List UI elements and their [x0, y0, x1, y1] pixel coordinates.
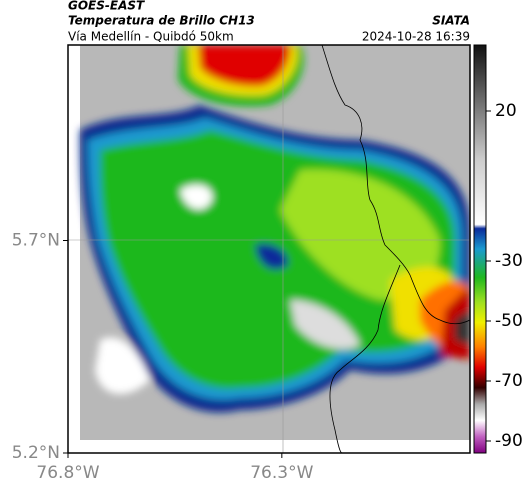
colorbar-tick-label: -70 [495, 371, 523, 391]
colorbar-tick-label: -50 [495, 311, 523, 331]
region: Vía Medellín - Quibdó 50km [68, 30, 234, 44]
subtitle: Temperatura de Brillo CH13 [68, 14, 255, 28]
title: GOES-EAST [68, 0, 145, 13]
source: SIATA [432, 14, 470, 28]
x-tick-label: 76.8°W [36, 463, 99, 483]
datetime: 2024-10-28 16:39 [362, 30, 470, 44]
colorbar [473, 44, 487, 454]
colorbar-tick-label: 20 [495, 101, 517, 121]
colorbar-tick-label: -30 [495, 251, 523, 271]
colorbar-tick-label: -90 [495, 431, 523, 451]
imagery [68, 45, 470, 453]
y-tick-label: 5.2°N [12, 443, 60, 463]
y-tick-label: 5.7°N [12, 231, 60, 251]
x-tick-label: 76.3°W [250, 463, 313, 483]
map-frame [67, 44, 471, 454]
